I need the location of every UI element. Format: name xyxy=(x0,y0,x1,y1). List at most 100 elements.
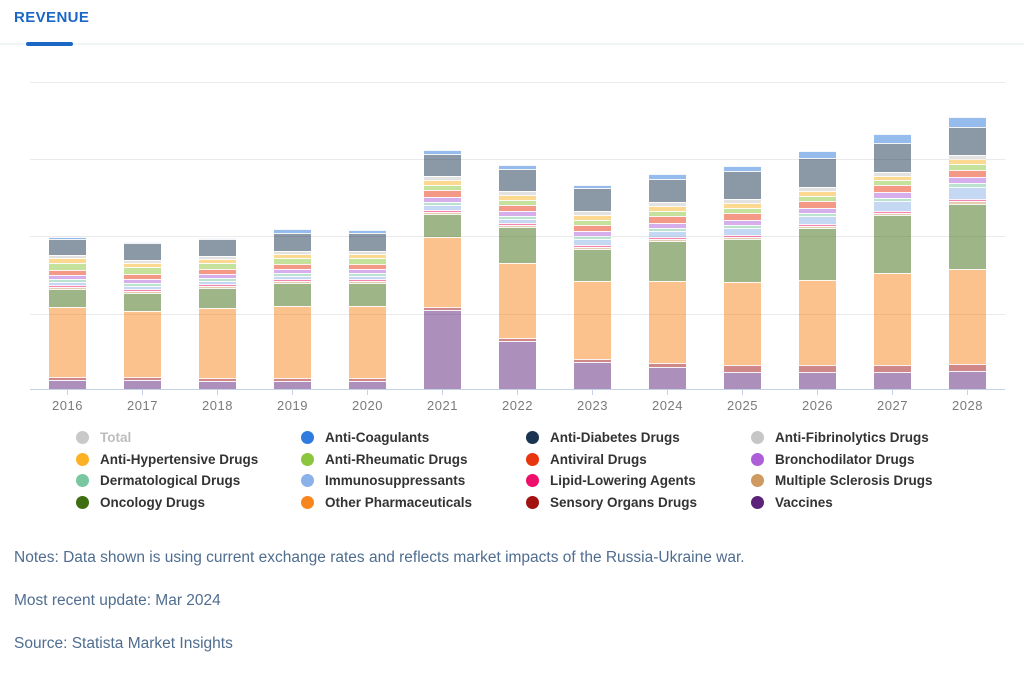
stacked-bar-2028[interactable] xyxy=(949,117,986,389)
bar-segment-sensory-organs-drugs-2021[interactable] xyxy=(424,307,461,310)
bar-segment-dermatological-drugs-2020[interactable] xyxy=(349,273,386,276)
bar-segment-sensory-organs-drugs-2028[interactable] xyxy=(949,364,986,371)
bar-segment-vaccines-2023[interactable] xyxy=(574,362,611,389)
legend-item-bronchodilator-drugs[interactable]: Bronchodilator Drugs xyxy=(751,449,976,471)
bar-segment-other-pharmaceuticals-2022[interactable] xyxy=(499,263,536,338)
bar-segment-anti-diabetes-drugs-2025[interactable] xyxy=(724,171,761,199)
bar-segment-dermatological-drugs-2025[interactable] xyxy=(724,225,761,228)
bar-segment-vaccines-2024[interactable] xyxy=(649,367,686,389)
bar-segment-anti-rheumatic-drugs-2028[interactable] xyxy=(949,164,986,170)
bar-segment-dermatological-drugs-2017[interactable] xyxy=(124,283,161,286)
bar-segment-multiple-sclerosis-drugs-2024[interactable] xyxy=(649,239,686,241)
bar-segment-anti-diabetes-drugs-2021[interactable] xyxy=(424,154,461,176)
bar-segment-anti-coagulants-2020[interactable] xyxy=(349,230,386,233)
bar-segment-lipid-lowering-agents-2024[interactable] xyxy=(649,237,686,239)
bar-segment-other-pharmaceuticals-2019[interactable] xyxy=(274,306,311,378)
bar-segment-multiple-sclerosis-drugs-2028[interactable] xyxy=(949,201,986,204)
bar-segment-vaccines-2017[interactable] xyxy=(124,380,161,389)
bar-segment-dermatological-drugs-2016[interactable] xyxy=(49,279,86,282)
bar-segment-anti-hypertensive-drugs-2022[interactable] xyxy=(499,195,536,200)
bar-segment-oncology-drugs-2025[interactable] xyxy=(724,239,761,282)
bar-segment-dermatological-drugs-2023[interactable] xyxy=(574,236,611,239)
bar-segment-anti-rheumatic-drugs-2023[interactable] xyxy=(574,220,611,225)
bar-segment-lipid-lowering-agents-2017[interactable] xyxy=(124,289,161,291)
bar-segment-anti-hypertensive-drugs-2025[interactable] xyxy=(724,203,761,208)
bar-segment-bronchodilator-drugs-2027[interactable] xyxy=(874,192,911,198)
bar-segment-lipid-lowering-agents-2023[interactable] xyxy=(574,245,611,247)
bar-segment-vaccines-2016[interactable] xyxy=(49,380,86,389)
bar-segment-anti-diabetes-drugs-2020[interactable] xyxy=(349,233,386,251)
bar-segment-antiviral-drugs-2017[interactable] xyxy=(124,274,161,279)
bar-segment-sensory-organs-drugs-2025[interactable] xyxy=(724,365,761,372)
bar-segment-anti-hypertensive-drugs-2019[interactable] xyxy=(274,254,311,258)
stacked-bar-2020[interactable] xyxy=(349,230,386,389)
bar-segment-antiviral-drugs-2019[interactable] xyxy=(274,264,311,269)
bar-segment-lipid-lowering-agents-2028[interactable] xyxy=(949,199,986,201)
bar-segment-anti-hypertensive-drugs-2018[interactable] xyxy=(199,259,236,263)
bar-segment-sensory-organs-drugs-2017[interactable] xyxy=(124,377,161,380)
bar-segment-anti-rheumatic-drugs-2019[interactable] xyxy=(274,258,311,264)
bar-segment-anti-coagulants-2022[interactable] xyxy=(499,165,536,169)
bar-segment-multiple-sclerosis-drugs-2022[interactable] xyxy=(499,225,536,227)
bar-segment-oncology-drugs-2020[interactable] xyxy=(349,283,386,306)
bar-segment-oncology-drugs-2017[interactable] xyxy=(124,293,161,311)
bar-segment-lipid-lowering-agents-2021[interactable] xyxy=(424,210,461,212)
bar-segment-anti-fibrinolytics-drugs-2019[interactable] xyxy=(274,251,311,254)
bar-segment-anti-fibrinolytics-drugs-2021[interactable] xyxy=(424,176,461,180)
bar-segment-anti-coagulants-2027[interactable] xyxy=(874,134,911,143)
bar-segment-lipid-lowering-agents-2018[interactable] xyxy=(199,284,236,286)
legend-item-anti-rheumatic-drugs[interactable]: Anti-Rheumatic Drugs xyxy=(301,449,526,471)
bar-segment-dermatological-drugs-2026[interactable] xyxy=(799,213,836,216)
bar-segment-bronchodilator-drugs-2026[interactable] xyxy=(799,208,836,213)
bar-segment-antiviral-drugs-2025[interactable] xyxy=(724,213,761,220)
bar-segment-anti-rheumatic-drugs-2027[interactable] xyxy=(874,180,911,185)
stacked-bar-2027[interactable] xyxy=(874,134,911,389)
bar-segment-anti-rheumatic-drugs-2025[interactable] xyxy=(724,208,761,213)
stacked-bar-2022[interactable] xyxy=(499,165,536,389)
stacked-bar-2025[interactable] xyxy=(724,166,761,389)
bar-segment-anti-hypertensive-drugs-2020[interactable] xyxy=(349,254,386,258)
bar-segment-sensory-organs-drugs-2027[interactable] xyxy=(874,365,911,372)
bar-segment-lipid-lowering-agents-2016[interactable] xyxy=(49,285,86,287)
bar-segment-immunosuppressants-2025[interactable] xyxy=(724,228,761,235)
bar-segment-multiple-sclerosis-drugs-2018[interactable] xyxy=(199,286,236,288)
bar-segment-anti-fibrinolytics-drugs-2023[interactable] xyxy=(574,211,611,215)
bar-segment-anti-rheumatic-drugs-2016[interactable] xyxy=(49,263,86,270)
bar-segment-oncology-drugs-2024[interactable] xyxy=(649,241,686,281)
bar-segment-immunosuppressants-2016[interactable] xyxy=(49,282,86,285)
bar-segment-other-pharmaceuticals-2021[interactable] xyxy=(424,237,461,307)
bar-segment-anti-hypertensive-drugs-2028[interactable] xyxy=(949,159,986,164)
bar-segment-anti-diabetes-drugs-2028[interactable] xyxy=(949,127,986,155)
bar-segment-anti-rheumatic-drugs-2022[interactable] xyxy=(499,200,536,205)
bar-segment-immunosuppressants-2021[interactable] xyxy=(424,205,461,210)
bar-segment-antiviral-drugs-2023[interactable] xyxy=(574,225,611,231)
bar-segment-anti-fibrinolytics-drugs-2020[interactable] xyxy=(349,251,386,254)
bar-segment-sensory-organs-drugs-2018[interactable] xyxy=(199,378,236,381)
bar-segment-sensory-organs-drugs-2023[interactable] xyxy=(574,359,611,362)
bar-segment-other-pharmaceuticals-2025[interactable] xyxy=(724,282,761,365)
bar-segment-dermatological-drugs-2024[interactable] xyxy=(649,228,686,231)
legend-item-immunosuppressants[interactable]: Immunosuppressants xyxy=(301,470,526,492)
bar-segment-anti-fibrinolytics-drugs-2016[interactable] xyxy=(49,255,86,258)
legend-item-other-pharmaceuticals[interactable]: Other Pharmaceuticals xyxy=(301,492,526,514)
bar-segment-bronchodilator-drugs-2023[interactable] xyxy=(574,231,611,236)
bar-segment-sensory-organs-drugs-2024[interactable] xyxy=(649,363,686,367)
stacked-bar-2021[interactable] xyxy=(424,150,461,389)
bar-segment-anti-coagulants-2017[interactable] xyxy=(124,242,161,243)
bar-segment-vaccines-2022[interactable] xyxy=(499,341,536,389)
bar-segment-other-pharmaceuticals-2016[interactable] xyxy=(49,307,86,377)
bar-segment-anti-coagulants-2018[interactable] xyxy=(199,238,236,239)
bar-segment-multiple-sclerosis-drugs-2016[interactable] xyxy=(49,287,86,289)
bar-segment-anti-coagulants-2016[interactable] xyxy=(49,237,86,239)
bar-segment-anti-fibrinolytics-drugs-2026[interactable] xyxy=(799,187,836,191)
stacked-bar-2017[interactable] xyxy=(124,242,161,389)
bar-segment-antiviral-drugs-2020[interactable] xyxy=(349,264,386,269)
bar-segment-lipid-lowering-agents-2026[interactable] xyxy=(799,224,836,226)
bar-segment-antiviral-drugs-2027[interactable] xyxy=(874,185,911,192)
bar-segment-vaccines-2027[interactable] xyxy=(874,372,911,389)
bar-segment-antiviral-drugs-2028[interactable] xyxy=(949,170,986,177)
bar-segment-immunosuppressants-2024[interactable] xyxy=(649,231,686,237)
bar-segment-dermatological-drugs-2018[interactable] xyxy=(199,278,236,281)
bar-segment-sensory-organs-drugs-2019[interactable] xyxy=(274,378,311,381)
bar-segment-vaccines-2026[interactable] xyxy=(799,372,836,389)
